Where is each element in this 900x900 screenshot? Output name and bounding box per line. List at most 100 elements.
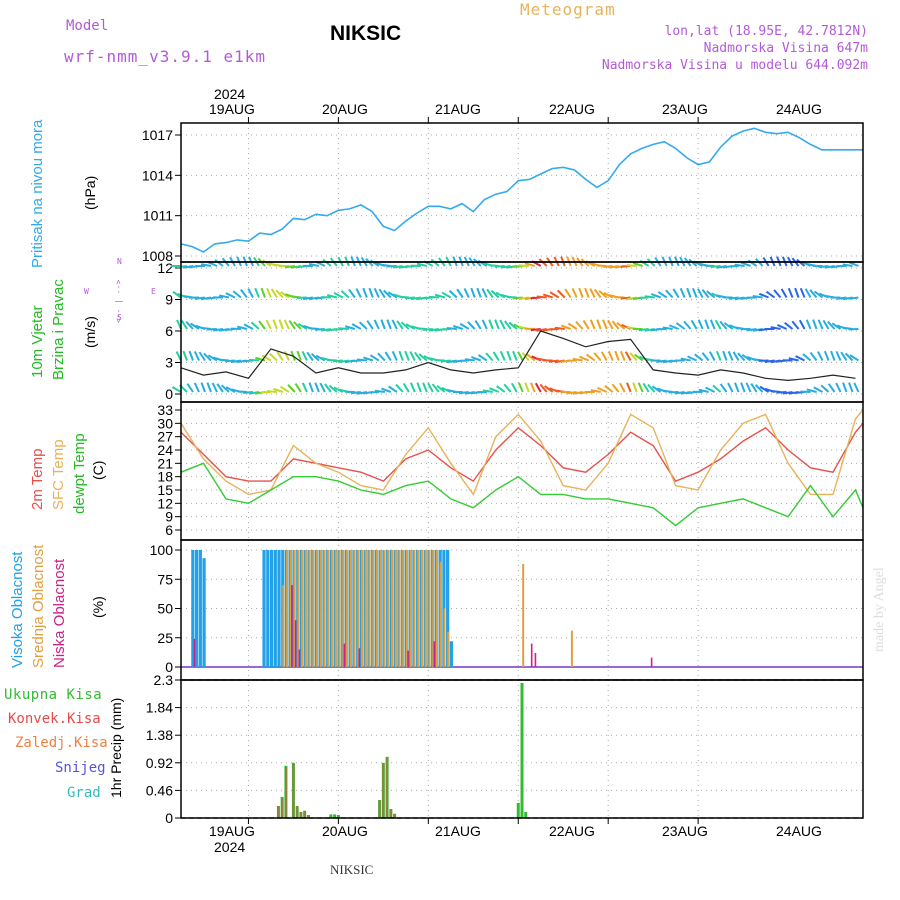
wind-arrow-516: [788, 357, 799, 362]
wind-arrow-206: [418, 353, 428, 362]
wind-arrow-406: [656, 359, 667, 363]
temp-label-1: 2m Temp: [29, 448, 46, 510]
wind-arrow-97: [288, 320, 296, 330]
cloud-mid-bar-35: [413, 550, 416, 667]
wind-arrow-21: [198, 351, 206, 362]
wind-arrow-223: [434, 293, 446, 299]
wind-arrow-443: [701, 289, 710, 299]
wind-arrow-471: [737, 352, 746, 362]
wind-arrow-277: [504, 320, 512, 330]
wind-arrow-287: [513, 323, 524, 330]
cloud-mid-bar-41: [436, 550, 439, 667]
wind-arrow-475: [745, 382, 752, 393]
wind-arrow-412: [662, 326, 673, 330]
wind-arrow-512: [784, 322, 794, 330]
wind-arrow-371: [619, 350, 626, 361]
wind-arrow-161: [363, 356, 374, 362]
cloud-mid-bar-2: [289, 550, 292, 667]
compass-w: W: [84, 287, 89, 296]
wind-arrow-523: [799, 287, 806, 298]
cloud-low-bar-1: [291, 585, 293, 667]
wind-arrow-162: [366, 320, 374, 330]
temp-dewpt-line: [180, 462, 864, 527]
precip-legend-total: Ukupna Kisa: [4, 687, 103, 703]
wind-arrow-541: [823, 350, 830, 361]
day-label-bottom-2: 20AUG: [322, 823, 368, 839]
ytick-label-temp-9: 33: [157, 402, 173, 418]
wind-arrow-72: [258, 320, 266, 330]
cloud-mid-bar-9: [316, 550, 319, 667]
wind-arrow-218: [428, 295, 439, 299]
wind-arrow-240: [458, 391, 469, 395]
wind-arrow-233: [448, 289, 458, 299]
cloud-mid-bar-13: [331, 550, 334, 667]
cloud-mid-bar-44: [447, 631, 450, 667]
wind-arrow-26: [203, 352, 212, 362]
wind-arrow-87: [278, 319, 284, 330]
wind-arrow-555: [842, 382, 848, 393]
wind-arrow-142: [338, 327, 349, 330]
wind-arrow-181: [391, 350, 398, 361]
wind-arrow-395: [647, 383, 656, 393]
wind-arrow-461: [727, 350, 734, 361]
wind-arrow-215: [431, 383, 440, 393]
ytick-label-wind-3: 9: [165, 292, 173, 308]
model-label: Model: [66, 18, 109, 34]
wind-arrow-182: [391, 319, 398, 330]
wind-arrow-275: [503, 383, 512, 393]
altitude-model-label: Nadmorska Visina u modelu 644.092m: [601, 58, 868, 73]
precip-legend-snow: Snijeg: [55, 760, 106, 776]
precip-conv-bar-9: [382, 764, 385, 818]
precip-total-bar-10: [336, 815, 340, 818]
pressure-label: Pritisak na nivou mora: [29, 119, 46, 268]
wind-arrow-333: [571, 287, 578, 298]
wind-arrow-79: [262, 259, 272, 267]
day-label-top-6: 24AUG: [776, 101, 822, 117]
wind-arrow-178: [383, 289, 392, 299]
ytick-label-temp-7: 27: [157, 429, 173, 445]
wind-arrow-171: [377, 352, 386, 362]
temp-label-3: dewpt Temp: [71, 433, 88, 514]
wind-arrow-25: [206, 382, 212, 393]
wind-arrow-385: [637, 382, 644, 393]
wind-arrow-247: [467, 321, 476, 330]
wind-arrow-23: [194, 296, 206, 300]
wind-arrow-152: [351, 323, 362, 330]
wind-arrow-129: [322, 258, 332, 267]
cloud-low-bar-2: [294, 620, 297, 667]
wind-arrow-20: [200, 382, 206, 393]
wind-arrow-78: [266, 287, 272, 298]
cloud-high-bar-3: [202, 558, 206, 667]
wind-arrow-496: [764, 359, 775, 363]
wind-arrow-173: [378, 288, 386, 299]
cloud-mid-bar-21: [361, 550, 364, 667]
wind-arrow-210: [427, 382, 434, 393]
wind-arrow-296: [526, 353, 536, 362]
wind-arrow-448: [706, 290, 716, 299]
cloud-high-bar-53: [446, 550, 450, 667]
wind-arrow-40: [220, 384, 230, 393]
ytick-label-cloud-4: 100: [150, 542, 174, 558]
precip-conv-bar-10: [386, 758, 389, 818]
wind-arrow-168: [373, 287, 380, 298]
cloud-mid-bar-14: [334, 550, 337, 667]
wind-arrow-400: [651, 385, 662, 393]
wind-arrow-462: [723, 322, 734, 330]
wind-arrow-92: [283, 319, 290, 330]
model-name: wrf-nmm_v3.9.1 e1km: [64, 47, 267, 66]
wind-arrow-351: [593, 352, 602, 362]
temp-unit: (C): [90, 460, 106, 480]
precip-legend-conv: Konvek.Kisa: [8, 711, 101, 727]
wind-arrow-341: [579, 355, 590, 362]
wind-arrow-133: [326, 294, 338, 299]
wind-arrow-476: [741, 353, 752, 362]
cloud-unit: (%): [90, 596, 106, 618]
ytick-label-cloud-0: 0: [165, 659, 173, 675]
wind-arrow-566: [849, 354, 860, 362]
cloud-high-bar-1: [194, 550, 199, 667]
wind-arrow-389: [632, 262, 643, 267]
wind-arrow-517: [791, 320, 800, 330]
wind-arrow-568: [848, 296, 859, 300]
wind-arrow-503: [773, 289, 782, 299]
wind-arrow-440: [698, 388, 709, 393]
